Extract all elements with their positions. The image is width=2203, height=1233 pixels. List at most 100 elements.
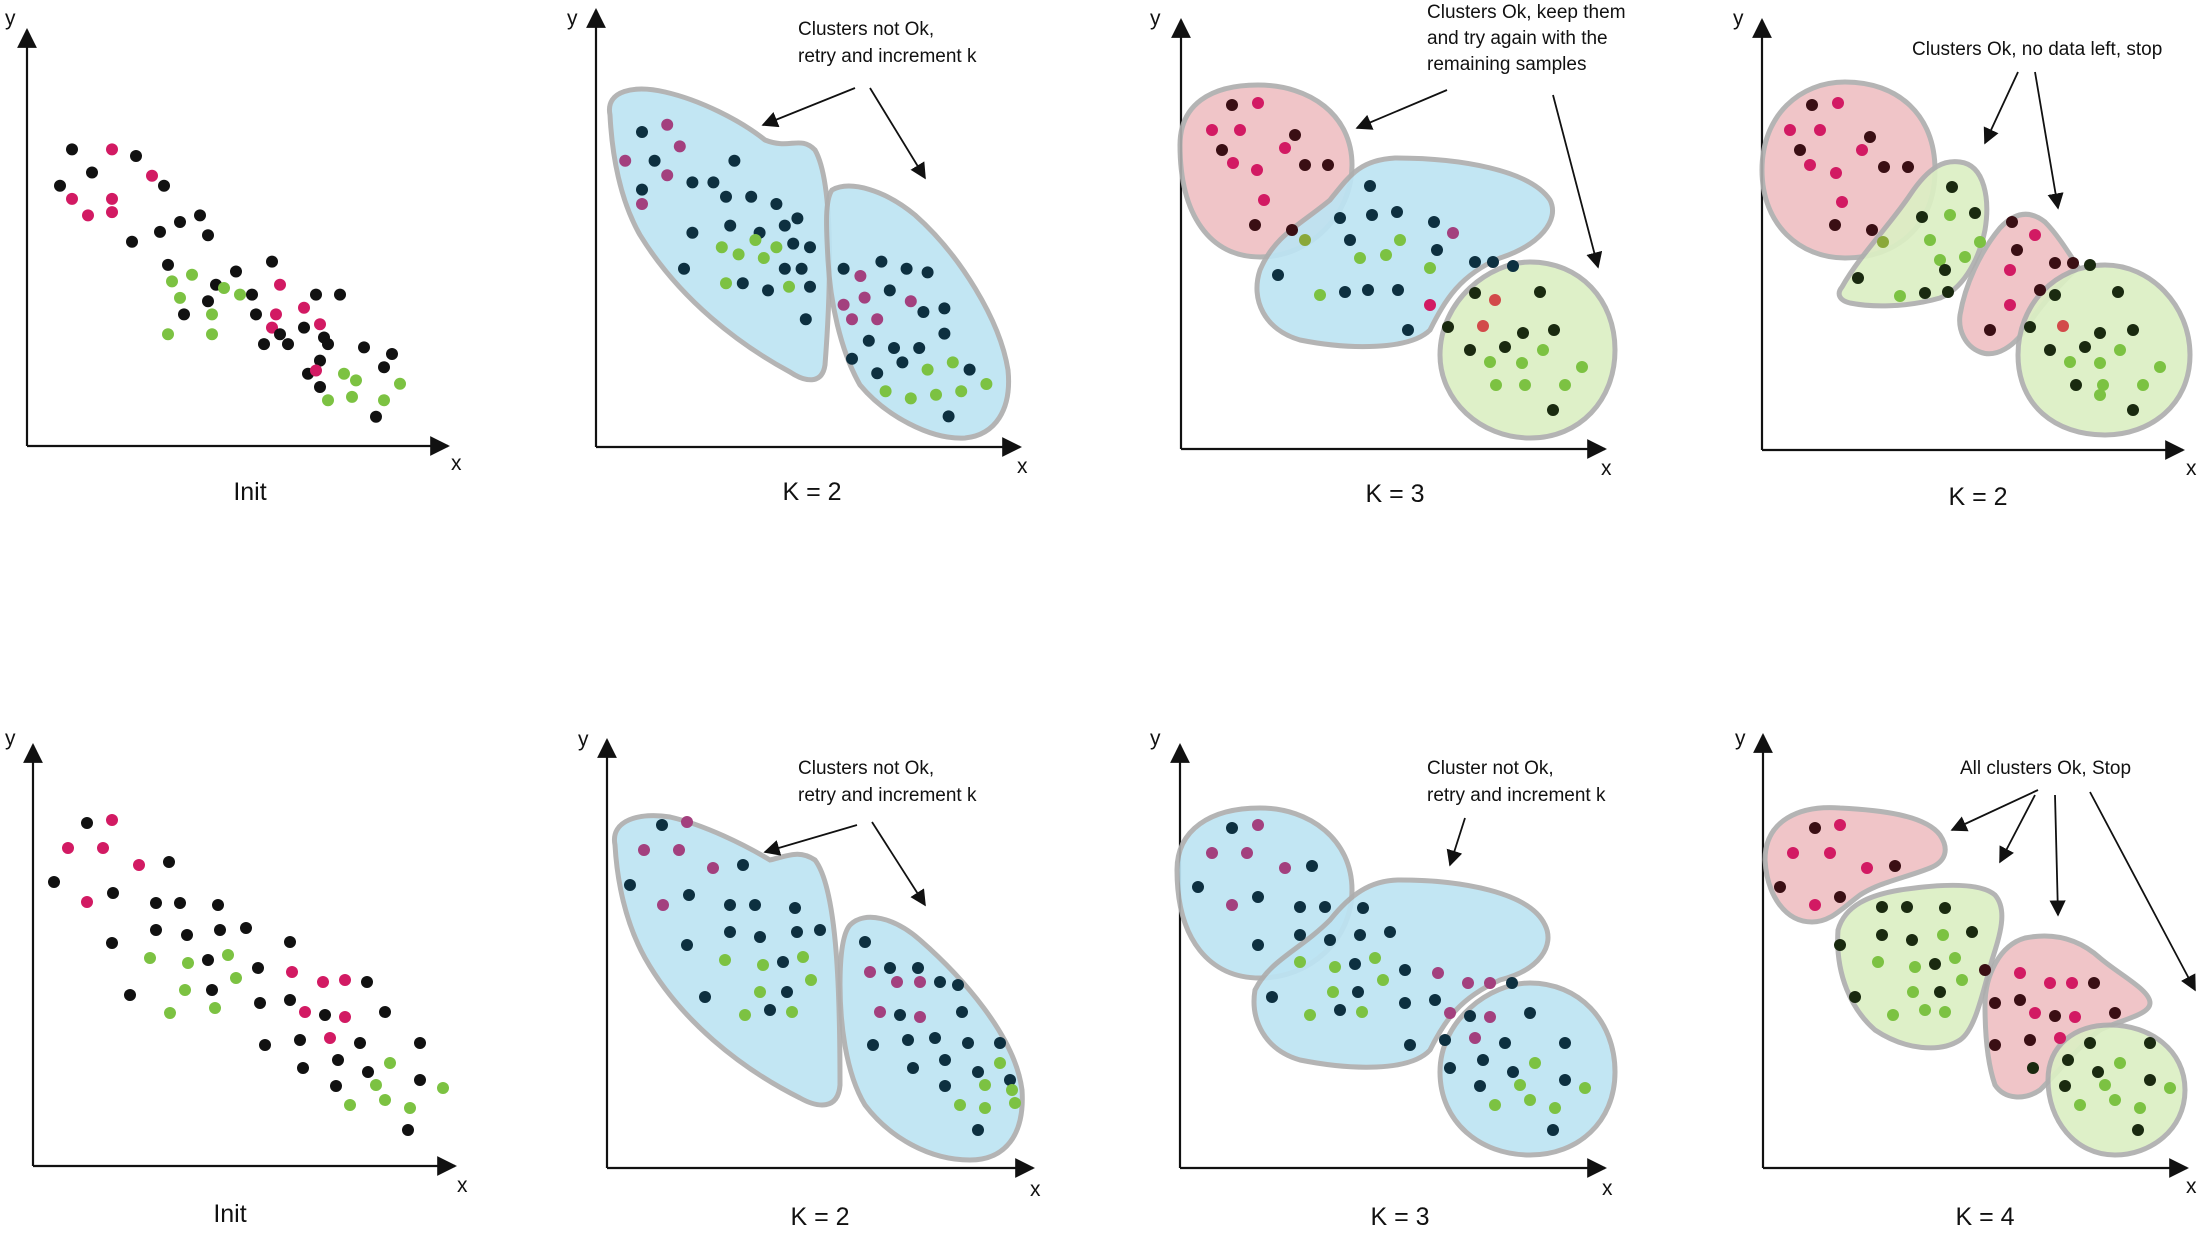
data-point (673, 140, 686, 153)
data-point (164, 1007, 176, 1019)
data-point (1279, 862, 1291, 874)
data-point (163, 856, 175, 868)
panel-bottom-init: y x (5, 727, 468, 1228)
x-axis-label: x (1602, 1177, 1613, 1200)
x-axis-label: x (457, 1174, 468, 1197)
data-point (1876, 929, 1888, 941)
data-point (791, 212, 804, 225)
data-point (681, 816, 693, 828)
data-point (2079, 341, 2091, 353)
annotation: Clusters not Ok, retry and increment k (798, 19, 977, 67)
data-point (884, 962, 896, 974)
panel-caption: K = 2 (1948, 483, 2007, 511)
data-point (1944, 209, 1956, 221)
data-point (2024, 321, 2036, 333)
data-point (1299, 234, 1311, 246)
y-axis-label: y (5, 7, 16, 30)
data-point (1989, 997, 2001, 1009)
data-point (1294, 901, 1306, 913)
data-point (777, 956, 789, 968)
panel-caption: K = 3 (1365, 480, 1424, 508)
data-point (2164, 1082, 2176, 1094)
data-point (310, 364, 322, 377)
y-axis-label: y (567, 7, 578, 30)
data-point (757, 959, 769, 971)
axes (23, 743, 457, 1176)
annotation-line: retry and increment k (798, 46, 977, 67)
data-point (2088, 977, 2100, 989)
panel-caption: K = 3 (1370, 1203, 1429, 1231)
data-point (2132, 1124, 2144, 1136)
data-point (724, 899, 736, 911)
data-point (1227, 157, 1239, 169)
data-point (1272, 269, 1284, 281)
data-point (154, 225, 166, 238)
data-point (370, 410, 382, 423)
data-point (1804, 159, 1816, 171)
data-point (952, 979, 964, 991)
data-point (1226, 99, 1238, 111)
data-point (1352, 986, 1364, 998)
data-point (1872, 956, 1884, 968)
data-point (1549, 1102, 1561, 1114)
data-point (1279, 142, 1291, 154)
data-point (804, 280, 816, 293)
data-point (2067, 257, 2079, 269)
data-point (1989, 1039, 2001, 1051)
data-point (907, 1062, 919, 1074)
annotation-line: Clusters not Ok, (798, 19, 934, 40)
data-point (921, 363, 934, 376)
data-point (1946, 181, 1958, 193)
data-point (980, 378, 993, 390)
data-point (1829, 219, 1841, 231)
data-point (624, 879, 636, 891)
x-axis-label: x (2186, 1175, 2197, 1198)
data-point (414, 1074, 426, 1086)
data-point (1252, 939, 1264, 951)
x-axis-label: x (1017, 455, 1028, 478)
data-point (1192, 881, 1204, 893)
data-point (972, 1124, 984, 1136)
data-point (719, 954, 731, 966)
data-point (1506, 977, 1518, 989)
data-points (48, 814, 449, 1136)
data-point (929, 1032, 941, 1044)
data-point (1304, 1009, 1316, 1021)
data-point (956, 1006, 968, 1018)
data-point (1942, 286, 1954, 298)
data-point (1006, 1084, 1018, 1096)
data-point (1364, 180, 1376, 192)
data-point (158, 179, 170, 192)
data-point (1432, 967, 1444, 979)
data-point (1226, 899, 1238, 911)
data-point (2112, 286, 2124, 298)
data-point (1299, 159, 1311, 171)
data-point (414, 1037, 426, 1049)
annotation-arrow (763, 824, 858, 856)
data-point (1836, 196, 1848, 208)
data-point (2004, 264, 2016, 276)
data-point (284, 936, 296, 948)
data-point (2006, 216, 2018, 228)
data-point (186, 268, 198, 281)
data-point (891, 976, 903, 988)
axes (1171, 18, 1607, 459)
data-point (252, 962, 264, 974)
data-point (979, 1079, 991, 1091)
cluster-region (1437, 259, 1618, 441)
data-point (1380, 249, 1392, 261)
data-point (636, 183, 648, 196)
data-point (282, 338, 294, 351)
data-point (206, 328, 218, 341)
data-point (1369, 952, 1381, 964)
data-point (1934, 986, 1946, 998)
data-point (1806, 99, 1818, 111)
data-point (859, 936, 871, 948)
data-point (218, 282, 230, 294)
data-point (1809, 822, 1821, 834)
data-point (2059, 1080, 2071, 1092)
data-point (402, 1124, 414, 1136)
data-point (1919, 1004, 1931, 1016)
data-point (2094, 389, 2106, 401)
data-point (673, 844, 685, 856)
